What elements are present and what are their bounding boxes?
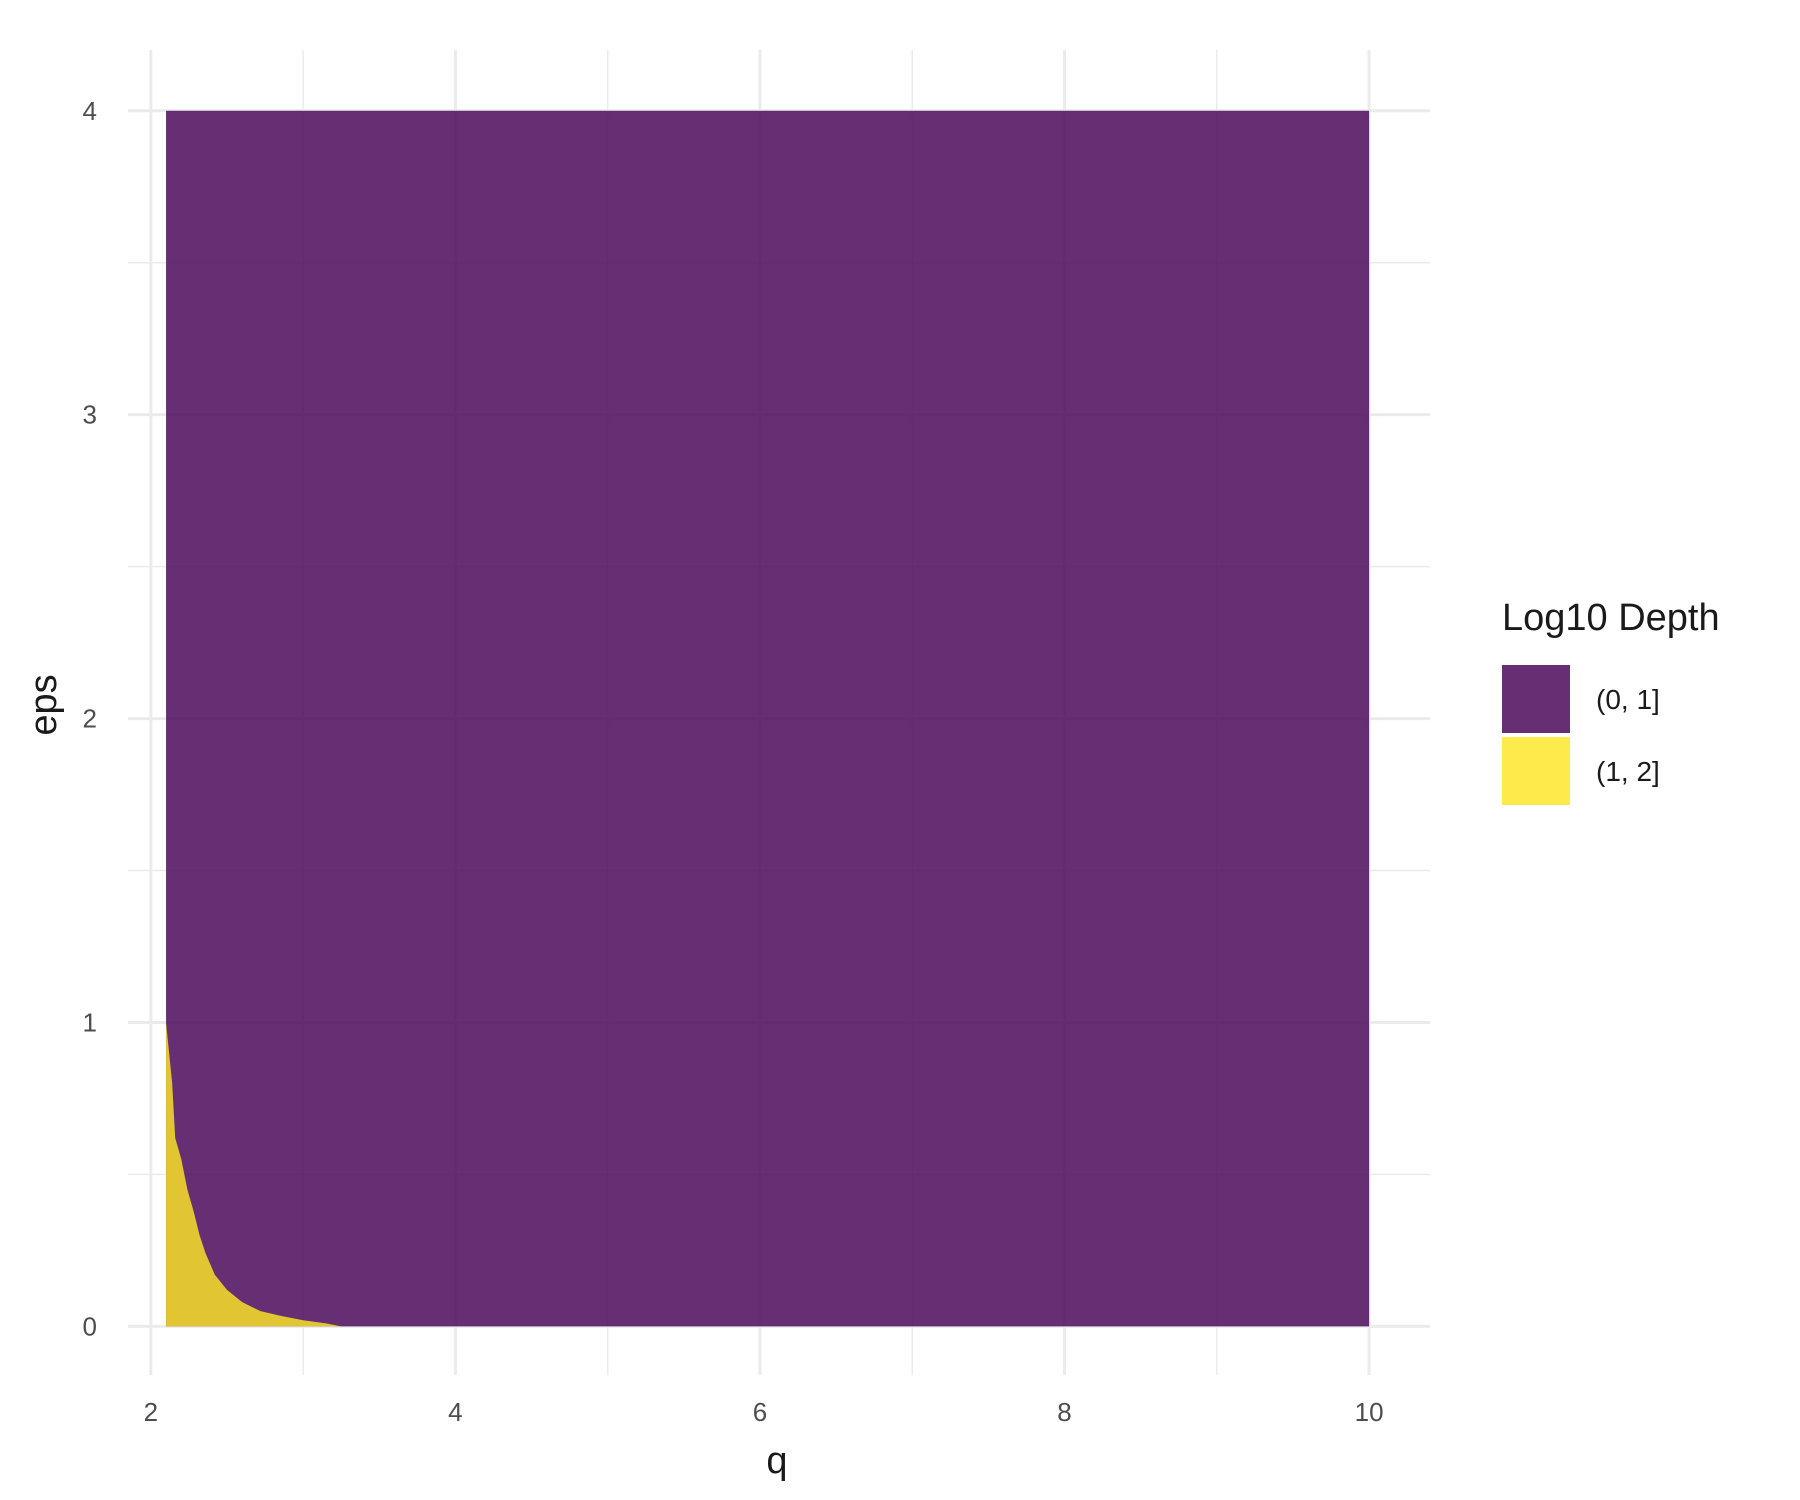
x-tick-label: 4 [448, 1397, 462, 1427]
region-0-1 [166, 110, 1370, 1327]
x-tick-labels: 2 4 6 8 10 [144, 1397, 1384, 1427]
y-tick-label: 3 [83, 400, 97, 430]
legend-label: (1, 2] [1596, 756, 1660, 787]
x-tick-label: 8 [1057, 1397, 1071, 1427]
y-axis-title: eps [23, 674, 65, 735]
y-tick-label: 1 [83, 1007, 97, 1037]
x-tick-label: 6 [753, 1397, 767, 1427]
legend-label: (0, 1] [1596, 684, 1660, 715]
x-tick-label: 10 [1355, 1397, 1384, 1427]
legend-key [1502, 665, 1570, 733]
legend-entries: (0, 1] (1, 2] [1502, 665, 1660, 805]
legend-key [1502, 737, 1570, 805]
y-tick-label: 0 [83, 1311, 97, 1341]
legend: Log10 Depth (0, 1] (1, 2] [1502, 597, 1720, 805]
y-tick-label: 4 [83, 96, 97, 126]
x-tick-label: 2 [144, 1397, 158, 1427]
region-1-2 [166, 1022, 342, 1327]
y-tick-labels: 0 1 2 3 4 [83, 96, 97, 1342]
y-tick-label: 2 [83, 704, 97, 734]
x-axis-title: q [766, 1440, 787, 1482]
plot-regions [166, 110, 1370, 1327]
legend-title: Log10 Depth [1502, 597, 1720, 639]
